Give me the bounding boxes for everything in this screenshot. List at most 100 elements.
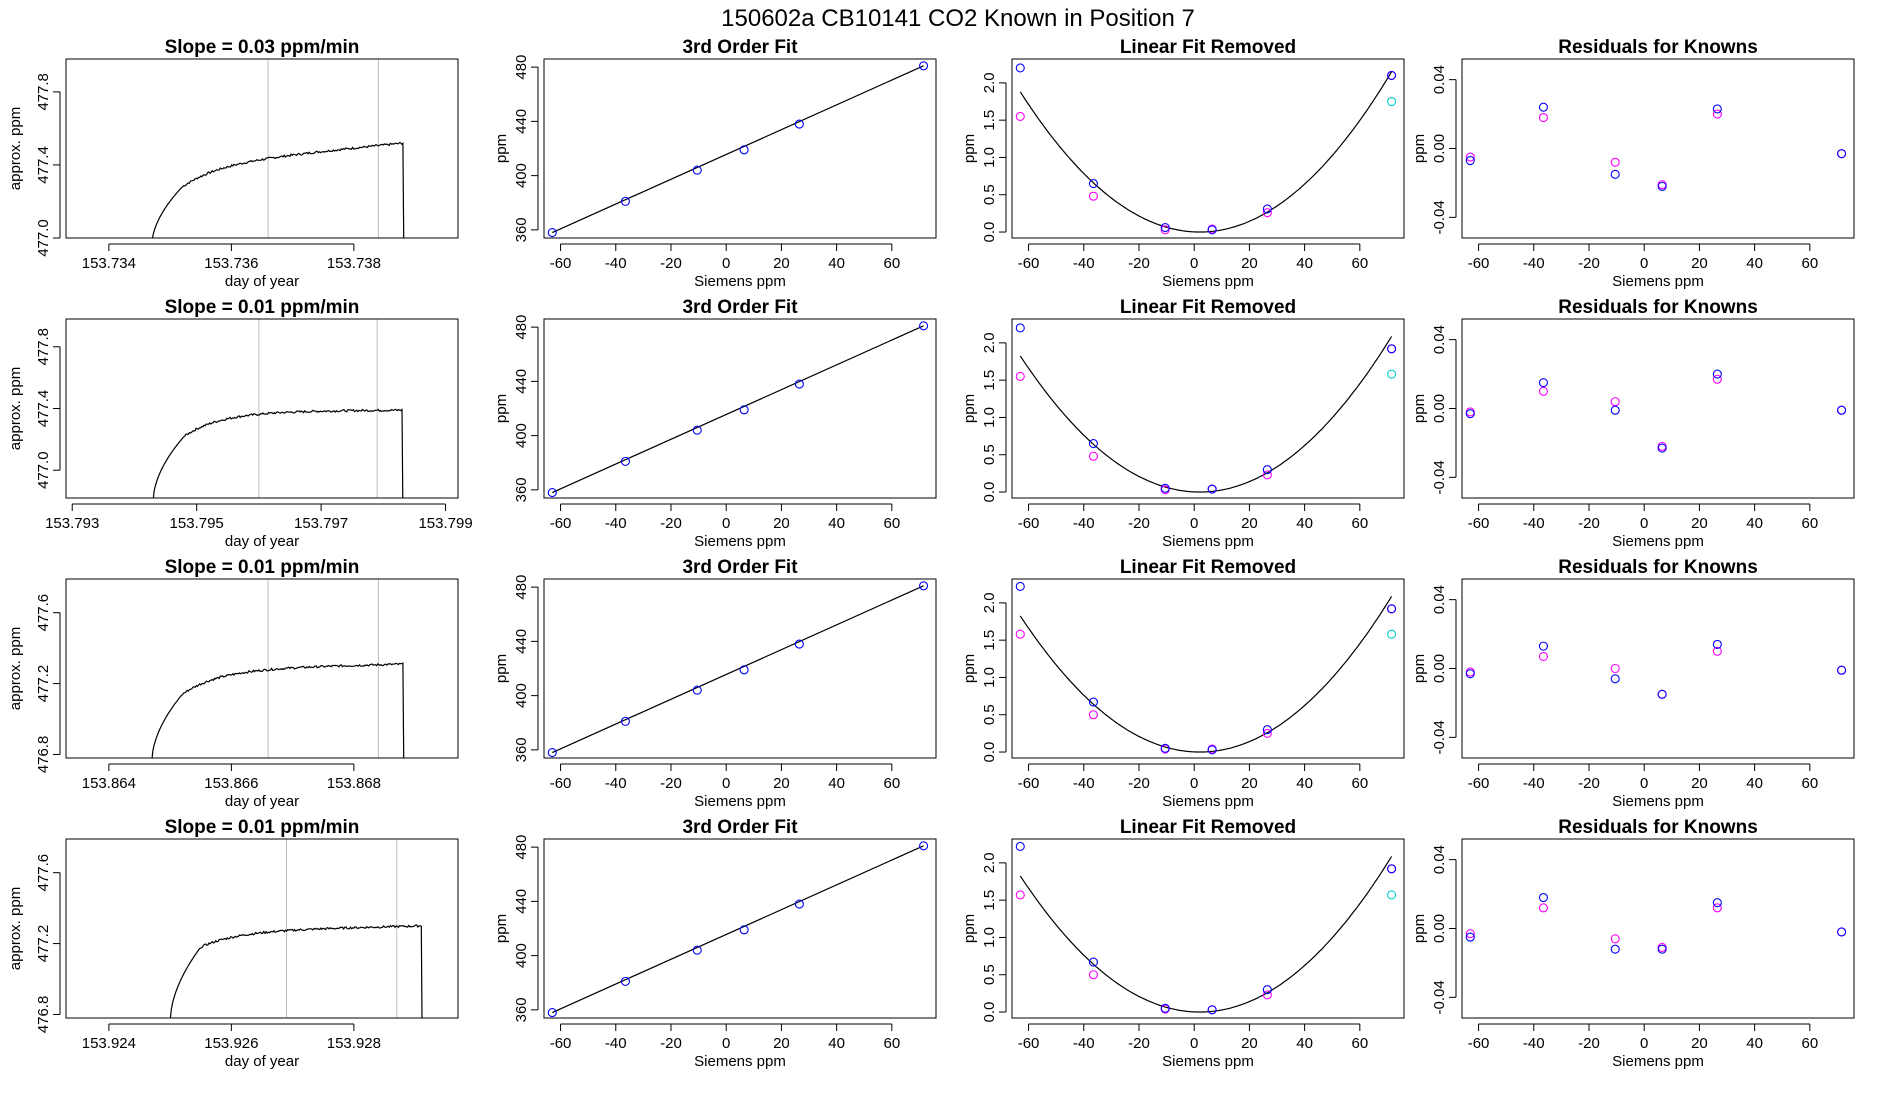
blue-point bbox=[1387, 344, 1397, 354]
x-tick-label: 60 bbox=[1801, 775, 1818, 792]
y-axis-label: ppm bbox=[493, 914, 510, 943]
blue-point bbox=[1657, 689, 1667, 699]
x-axis-label: Siemens ppm bbox=[1162, 1053, 1254, 1070]
data-point bbox=[794, 899, 804, 909]
y-tick-label: 360 bbox=[513, 737, 530, 762]
y-tick-label: 0.0 bbox=[981, 742, 998, 763]
plot-area bbox=[1465, 892, 1847, 954]
blue-point bbox=[1837, 405, 1847, 415]
data-point bbox=[919, 61, 929, 71]
plot-frame bbox=[543, 318, 937, 499]
blue-point bbox=[1712, 104, 1722, 114]
y-tick-label: 477.4 bbox=[35, 146, 52, 184]
x-tick-label: -20 bbox=[1128, 255, 1150, 272]
y-tick-label: 1.0 bbox=[981, 407, 998, 428]
x-tick-label: -20 bbox=[660, 515, 682, 532]
y-tick-label: 1.5 bbox=[981, 890, 998, 911]
y-tick-label: 400 bbox=[513, 423, 530, 448]
y-tick-label: 0.0 bbox=[981, 482, 998, 503]
y-tick-label: 480 bbox=[513, 55, 530, 80]
panel-title: Residuals for Knowns bbox=[1558, 37, 1758, 58]
panel-0-3: Residuals for Knowns -60 -40 -20 0 20 40 60 Siem… bbox=[1411, 37, 1855, 290]
cyan-point bbox=[1387, 96, 1397, 107]
x-tick-label: -40 bbox=[1073, 1035, 1095, 1052]
x-tick-label: 153.864 bbox=[82, 775, 136, 792]
y-axis-label: ppm bbox=[493, 394, 510, 423]
x-axis-label: Siemens ppm bbox=[694, 273, 786, 290]
cyan-point bbox=[1387, 629, 1397, 639]
blue-point bbox=[1610, 944, 1620, 954]
x-tick-label: 20 bbox=[1691, 775, 1708, 792]
x-tick-label: -60 bbox=[550, 255, 572, 272]
y-tick-label: 440 bbox=[513, 109, 530, 134]
y-tick-label: 476.8 bbox=[35, 736, 52, 774]
y-tick-label: 1.5 bbox=[981, 370, 998, 391]
y-axis-label: ppm bbox=[1411, 654, 1428, 683]
data-point bbox=[547, 748, 557, 758]
x-tick-label: 0 bbox=[1640, 515, 1648, 532]
y-tick-label: 480 bbox=[513, 835, 530, 860]
x-tick-label: -40 bbox=[1073, 255, 1095, 272]
x-axis-label: day of year bbox=[225, 273, 299, 290]
x-tick-label: 40 bbox=[828, 255, 845, 272]
x-tick-label: 60 bbox=[1801, 515, 1818, 532]
y-tick-label: 360 bbox=[513, 217, 530, 242]
x-tick-label: 0 bbox=[722, 255, 730, 272]
magenta-point bbox=[1088, 451, 1098, 461]
blue-point bbox=[1538, 892, 1548, 903]
data-point bbox=[620, 976, 630, 986]
blue-point bbox=[1160, 1003, 1170, 1013]
x-tick-label: 153.793 bbox=[45, 515, 99, 532]
y-tick-label: 477.2 bbox=[35, 665, 52, 703]
ppm-trace-line bbox=[169, 924, 423, 1018]
y-tick-label: 2.0 bbox=[981, 592, 998, 613]
blue-point bbox=[1712, 369, 1722, 379]
fit-line bbox=[552, 325, 924, 494]
panel-title: 3rd Order Fit bbox=[682, 817, 798, 838]
x-tick-label: 40 bbox=[828, 515, 845, 532]
magenta-point bbox=[1465, 152, 1475, 162]
x-tick-label: 40 bbox=[1746, 775, 1763, 792]
plot-frame bbox=[543, 838, 937, 1019]
data-point bbox=[547, 488, 557, 498]
data-point bbox=[739, 145, 749, 155]
x-tick-label: -20 bbox=[1128, 1035, 1150, 1052]
y-axis-label: approx. ppm bbox=[7, 107, 24, 190]
x-tick-label: -60 bbox=[550, 775, 572, 792]
y-tick-label: 1.5 bbox=[981, 110, 998, 131]
data-point bbox=[620, 456, 630, 466]
plot-area bbox=[151, 579, 405, 758]
plot-area bbox=[547, 581, 929, 758]
x-tick-label: 60 bbox=[1351, 255, 1368, 272]
x-axis-label: Siemens ppm bbox=[1162, 533, 1254, 550]
panel-1-3: Residuals for Knowns -60 -40 -20 0 20 40 60 Siem… bbox=[1411, 297, 1855, 550]
plot-frame bbox=[65, 838, 459, 1019]
x-tick-label: 0 bbox=[722, 515, 730, 532]
x-tick-label: 153.868 bbox=[327, 775, 381, 792]
magenta-point bbox=[1262, 728, 1272, 738]
plot-area bbox=[547, 61, 929, 238]
y-tick-label: -0.04 bbox=[1431, 720, 1448, 754]
y-tick-label: 0.00 bbox=[1431, 394, 1448, 423]
plot-frame bbox=[543, 578, 937, 759]
y-tick-label: 400 bbox=[513, 943, 530, 968]
ppm-trace-line bbox=[151, 662, 405, 758]
plot-area bbox=[1465, 102, 1847, 191]
x-tick-label: 0 bbox=[1190, 515, 1198, 532]
fit-line bbox=[552, 845, 924, 1014]
magenta-point bbox=[1712, 109, 1722, 119]
data-point bbox=[739, 665, 749, 675]
y-axis-label: ppm bbox=[961, 394, 978, 423]
x-tick-label: 60 bbox=[883, 255, 900, 272]
blue-point bbox=[1657, 181, 1667, 191]
y-axis-label: ppm bbox=[493, 134, 510, 163]
y-tick-label: 400 bbox=[513, 163, 530, 188]
y-tick-label: 360 bbox=[513, 997, 530, 1022]
blue-point bbox=[1837, 149, 1847, 159]
x-tick-label: 0 bbox=[1640, 775, 1648, 792]
blue-point bbox=[1160, 483, 1170, 493]
x-tick-label: 40 bbox=[1296, 1035, 1313, 1052]
figure-title: 150602a CB10141 CO2 Known in Position 7 bbox=[721, 5, 1195, 32]
blue-point bbox=[1207, 484, 1217, 494]
